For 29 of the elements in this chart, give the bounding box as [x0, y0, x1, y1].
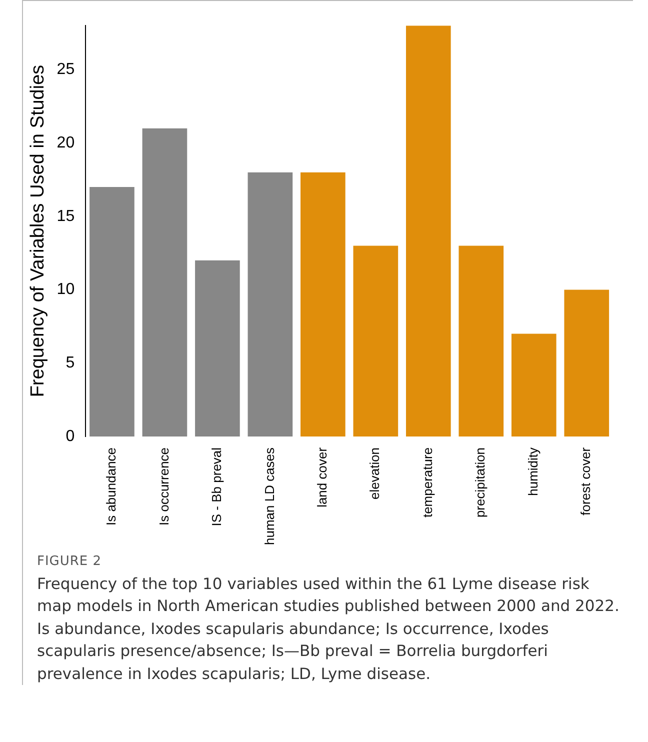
y-tick-label: 5 — [66, 354, 75, 372]
x-tick-label: elevation — [367, 447, 382, 500]
bar — [564, 290, 610, 436]
text: Frequency of the top 10 variables used within the 61 Lyme disease risk map models in North American studies published between 2000 and 2022. Is abundance, Ixodes scapularis abundance; Is occurrence, Ixodes scapularis presence/absence; Is—Bb preval = Borrelia burgdorferi prevalence in Ixodes scapularis; LD, Lyme disease. — [37, 574, 620, 685]
bar — [142, 128, 188, 436]
x-tick-label: temperature — [420, 447, 435, 518]
x-tick-label: IS - Bb preval — [209, 447, 224, 526]
x-tick-label: forest cover — [578, 446, 594, 516]
y-axis-title: Frequency of Variables Used in Studies — [28, 64, 49, 398]
bar — [353, 246, 398, 436]
y-tick-label: 25 — [56, 61, 75, 78]
x-tick-label: humidity — [525, 446, 540, 496]
y-tick-label: 20 — [56, 134, 75, 152]
bar — [511, 334, 556, 436]
y-tick-label: 0 — [66, 428, 75, 445]
bar — [458, 246, 504, 436]
x-tick-label: human LD cases — [262, 446, 277, 546]
bar — [300, 172, 346, 436]
bar — [248, 172, 293, 436]
x-tick-label: Is abundance — [104, 447, 119, 526]
bar — [195, 260, 240, 436]
y-tick-label: 15 — [56, 208, 75, 225]
text: FIGURE 2 — [37, 554, 103, 569]
x-tick-label: precipitation — [472, 447, 488, 518]
bar — [406, 26, 451, 436]
x-tick-label: land cover — [314, 446, 330, 508]
bar — [90, 187, 134, 436]
x-tick-label: Is occurrence — [156, 447, 172, 526]
y-tick-label: 10 — [56, 281, 75, 298]
